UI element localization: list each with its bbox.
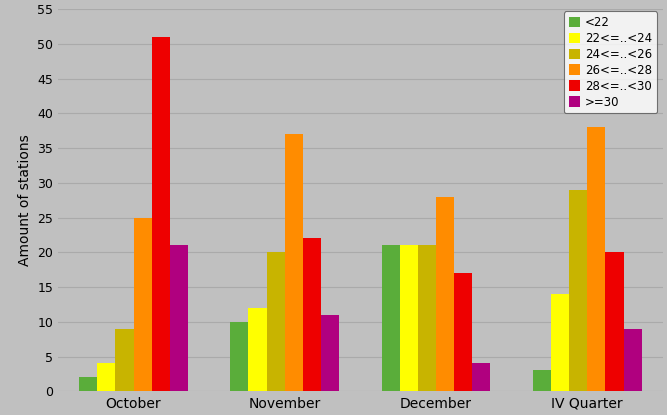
Bar [303,239,321,391]
Bar [454,273,472,391]
Y-axis label: Amount of stations: Amount of stations [17,134,31,266]
Bar [587,127,606,391]
Bar [418,245,436,391]
Bar [267,252,285,391]
Bar [533,371,551,391]
Bar [151,37,170,391]
Bar [170,245,188,391]
Bar [133,217,151,391]
Bar [321,315,340,391]
Bar [569,190,587,391]
Bar [606,252,624,391]
Bar [79,377,97,391]
Bar [624,329,642,391]
Legend: <22, 22<=..<24, 24<=..<26, 26<=..<28, 28<=..<30, >=30: <22, 22<=..<24, 24<=..<26, 26<=..<28, 28… [564,11,657,113]
Bar [285,134,303,391]
Bar [230,322,249,391]
Bar [249,308,267,391]
Bar [400,245,418,391]
Bar [472,364,490,391]
Bar [551,294,569,391]
Bar [382,245,400,391]
Bar [115,329,133,391]
Bar [97,364,115,391]
Bar [436,197,454,391]
